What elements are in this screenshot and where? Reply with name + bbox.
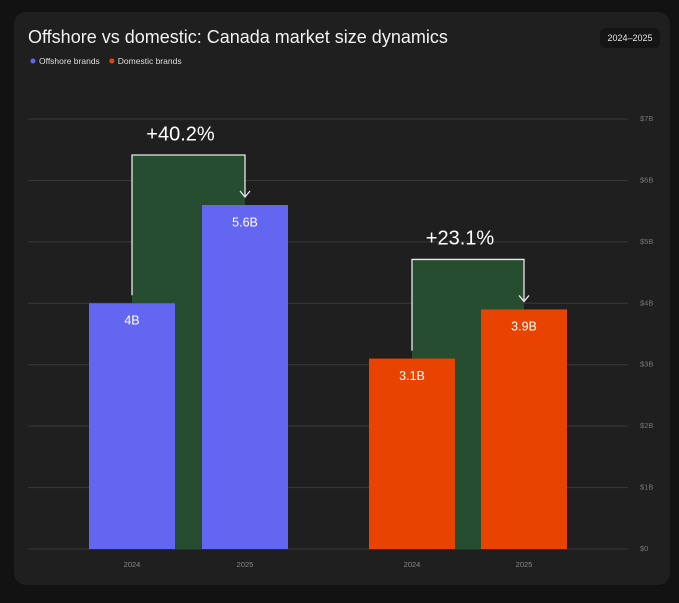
y-tick-label: $1B bbox=[640, 483, 653, 492]
legend-swatch bbox=[30, 58, 36, 64]
x-tick-label: 2025 bbox=[237, 560, 254, 569]
value-label: 3.1B bbox=[399, 369, 425, 383]
change-bracket bbox=[131, 154, 246, 296]
y-tick-label: $0 bbox=[640, 544, 648, 553]
change-label: +23.1% bbox=[426, 228, 495, 250]
y-tick-label: $7B bbox=[640, 114, 653, 123]
value-label: 5.6B bbox=[232, 215, 258, 229]
value-label: 4B bbox=[124, 314, 139, 328]
y-tick-label: $4B bbox=[640, 298, 653, 307]
chart-title: Offshore vs domestic: Canada market size… bbox=[28, 27, 448, 47]
change-label: +40.2% bbox=[146, 123, 215, 145]
badge bbox=[600, 28, 660, 48]
bar bbox=[202, 205, 288, 549]
y-tick-label: $6B bbox=[640, 175, 653, 184]
bar bbox=[89, 303, 175, 549]
legend-swatch bbox=[109, 58, 115, 64]
x-tick-label: 2025 bbox=[516, 560, 533, 569]
badge-text: 2024–2025 bbox=[607, 33, 652, 43]
y-tick-label: $2B bbox=[640, 421, 653, 430]
change-bracket bbox=[411, 258, 525, 351]
change-arrow bbox=[239, 190, 251, 199]
bar bbox=[369, 358, 455, 549]
bar bbox=[481, 309, 567, 549]
legend-label: Offshore brands bbox=[39, 56, 100, 66]
change-arrow bbox=[518, 295, 530, 303]
x-tick-label: 2024 bbox=[124, 560, 141, 569]
legend-label: Domestic brands bbox=[118, 56, 182, 66]
y-tick-label: $3B bbox=[640, 360, 653, 369]
x-tick-label: 2024 bbox=[404, 560, 421, 569]
y-tick-label: $5B bbox=[640, 237, 653, 246]
value-label: 3.9B bbox=[511, 320, 537, 334]
